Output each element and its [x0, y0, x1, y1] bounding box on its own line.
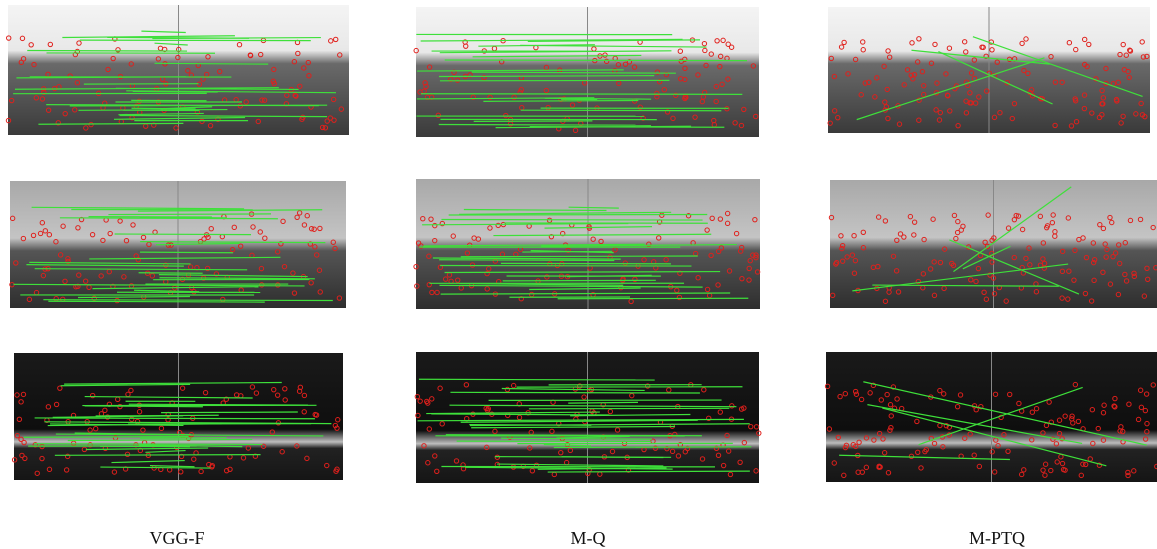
caption: M-Q [571, 528, 606, 548]
match-line [521, 110, 722, 111]
match-line [43, 300, 332, 301]
image-pair [415, 352, 761, 483]
caption: VGG-F [149, 528, 204, 548]
caption: M-PTQ [969, 528, 1025, 548]
image-pair [825, 352, 1157, 482]
match-line [421, 94, 742, 95]
match-line [140, 438, 227, 439]
match-line [140, 252, 233, 253]
match-line [522, 251, 612, 252]
match-line [161, 412, 298, 413]
match-line [530, 127, 725, 128]
image-pair [12, 353, 343, 480]
match-line [554, 447, 752, 448]
match-line [558, 298, 749, 299]
match-line [115, 234, 251, 235]
panels [6, 5, 1157, 483]
figure: VGG-F M-Q M-PTQ [0, 0, 1157, 549]
match-line [501, 263, 671, 264]
match-line [445, 60, 747, 61]
match-line [78, 110, 227, 111]
match-line [503, 280, 656, 281]
match-line [461, 256, 698, 257]
image-pair [828, 7, 1150, 133]
image-pair [829, 180, 1157, 308]
image-pair [414, 7, 759, 137]
match-line [562, 457, 664, 458]
match-line [441, 220, 702, 221]
match-line [450, 392, 699, 393]
match-line [80, 40, 311, 41]
match-line [439, 260, 614, 261]
match-line [419, 379, 655, 380]
match-line [34, 444, 263, 445]
match-line [27, 51, 187, 52]
match-line [474, 121, 593, 122]
image-pair [6, 5, 349, 135]
image-pair [414, 179, 760, 309]
match-line [440, 266, 691, 267]
match-line [439, 124, 651, 125]
match-line [96, 415, 219, 416]
image-pair [10, 181, 346, 308]
match-line [568, 402, 638, 403]
match-line [108, 214, 271, 215]
match-line [24, 437, 189, 438]
match-line [55, 455, 261, 456]
match-line [35, 418, 315, 419]
match-line [529, 408, 729, 409]
